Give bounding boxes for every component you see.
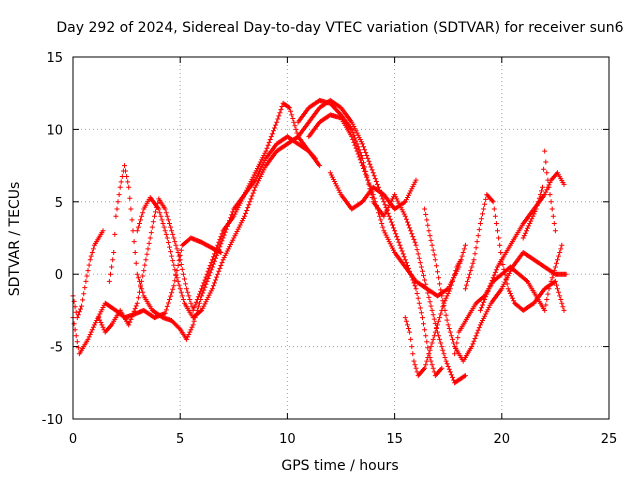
x-tick-label: 10 bbox=[279, 432, 296, 447]
x-tick-label: 20 bbox=[494, 432, 511, 447]
data-series bbox=[70, 97, 569, 386]
y-axis-label: SDTVAR / TECUs bbox=[7, 182, 23, 297]
x-axis-label: GPS time / hours bbox=[281, 458, 398, 474]
series-track-6 bbox=[295, 97, 468, 386]
y-tick-label: 15 bbox=[46, 51, 63, 66]
y-tick-label: -5 bbox=[50, 341, 63, 356]
y-tick-label: -10 bbox=[42, 413, 63, 428]
series-track-4 bbox=[96, 100, 323, 335]
series-track-11 bbox=[462, 192, 567, 313]
tick-labels: 0 5 10 15 20 25 -10 -5 0 5 10 15 bbox=[42, 51, 618, 447]
series-track-8 bbox=[327, 170, 419, 212]
x-tick-label: 15 bbox=[386, 432, 403, 447]
y-tick-label: 5 bbox=[55, 196, 63, 211]
x-tick-label: 5 bbox=[176, 432, 184, 447]
y-tick-label: 10 bbox=[46, 123, 63, 138]
chart-title: Day 292 of 2024, Sidereal Day-to-day VTE… bbox=[56, 20, 623, 36]
y-tick-label: 0 bbox=[55, 268, 63, 283]
series-track-12 bbox=[477, 170, 567, 313]
plot-frame bbox=[72, 56, 610, 420]
axis-ticks bbox=[72, 56, 610, 420]
x-tick-label: 0 bbox=[69, 432, 77, 447]
series-track-14 bbox=[520, 148, 558, 241]
series-track-13 bbox=[452, 242, 565, 357]
x-tick-label: 25 bbox=[601, 432, 618, 447]
gridlines bbox=[73, 57, 609, 419]
series-track-9 bbox=[402, 257, 464, 379]
series-track-5 bbox=[134, 97, 445, 379]
